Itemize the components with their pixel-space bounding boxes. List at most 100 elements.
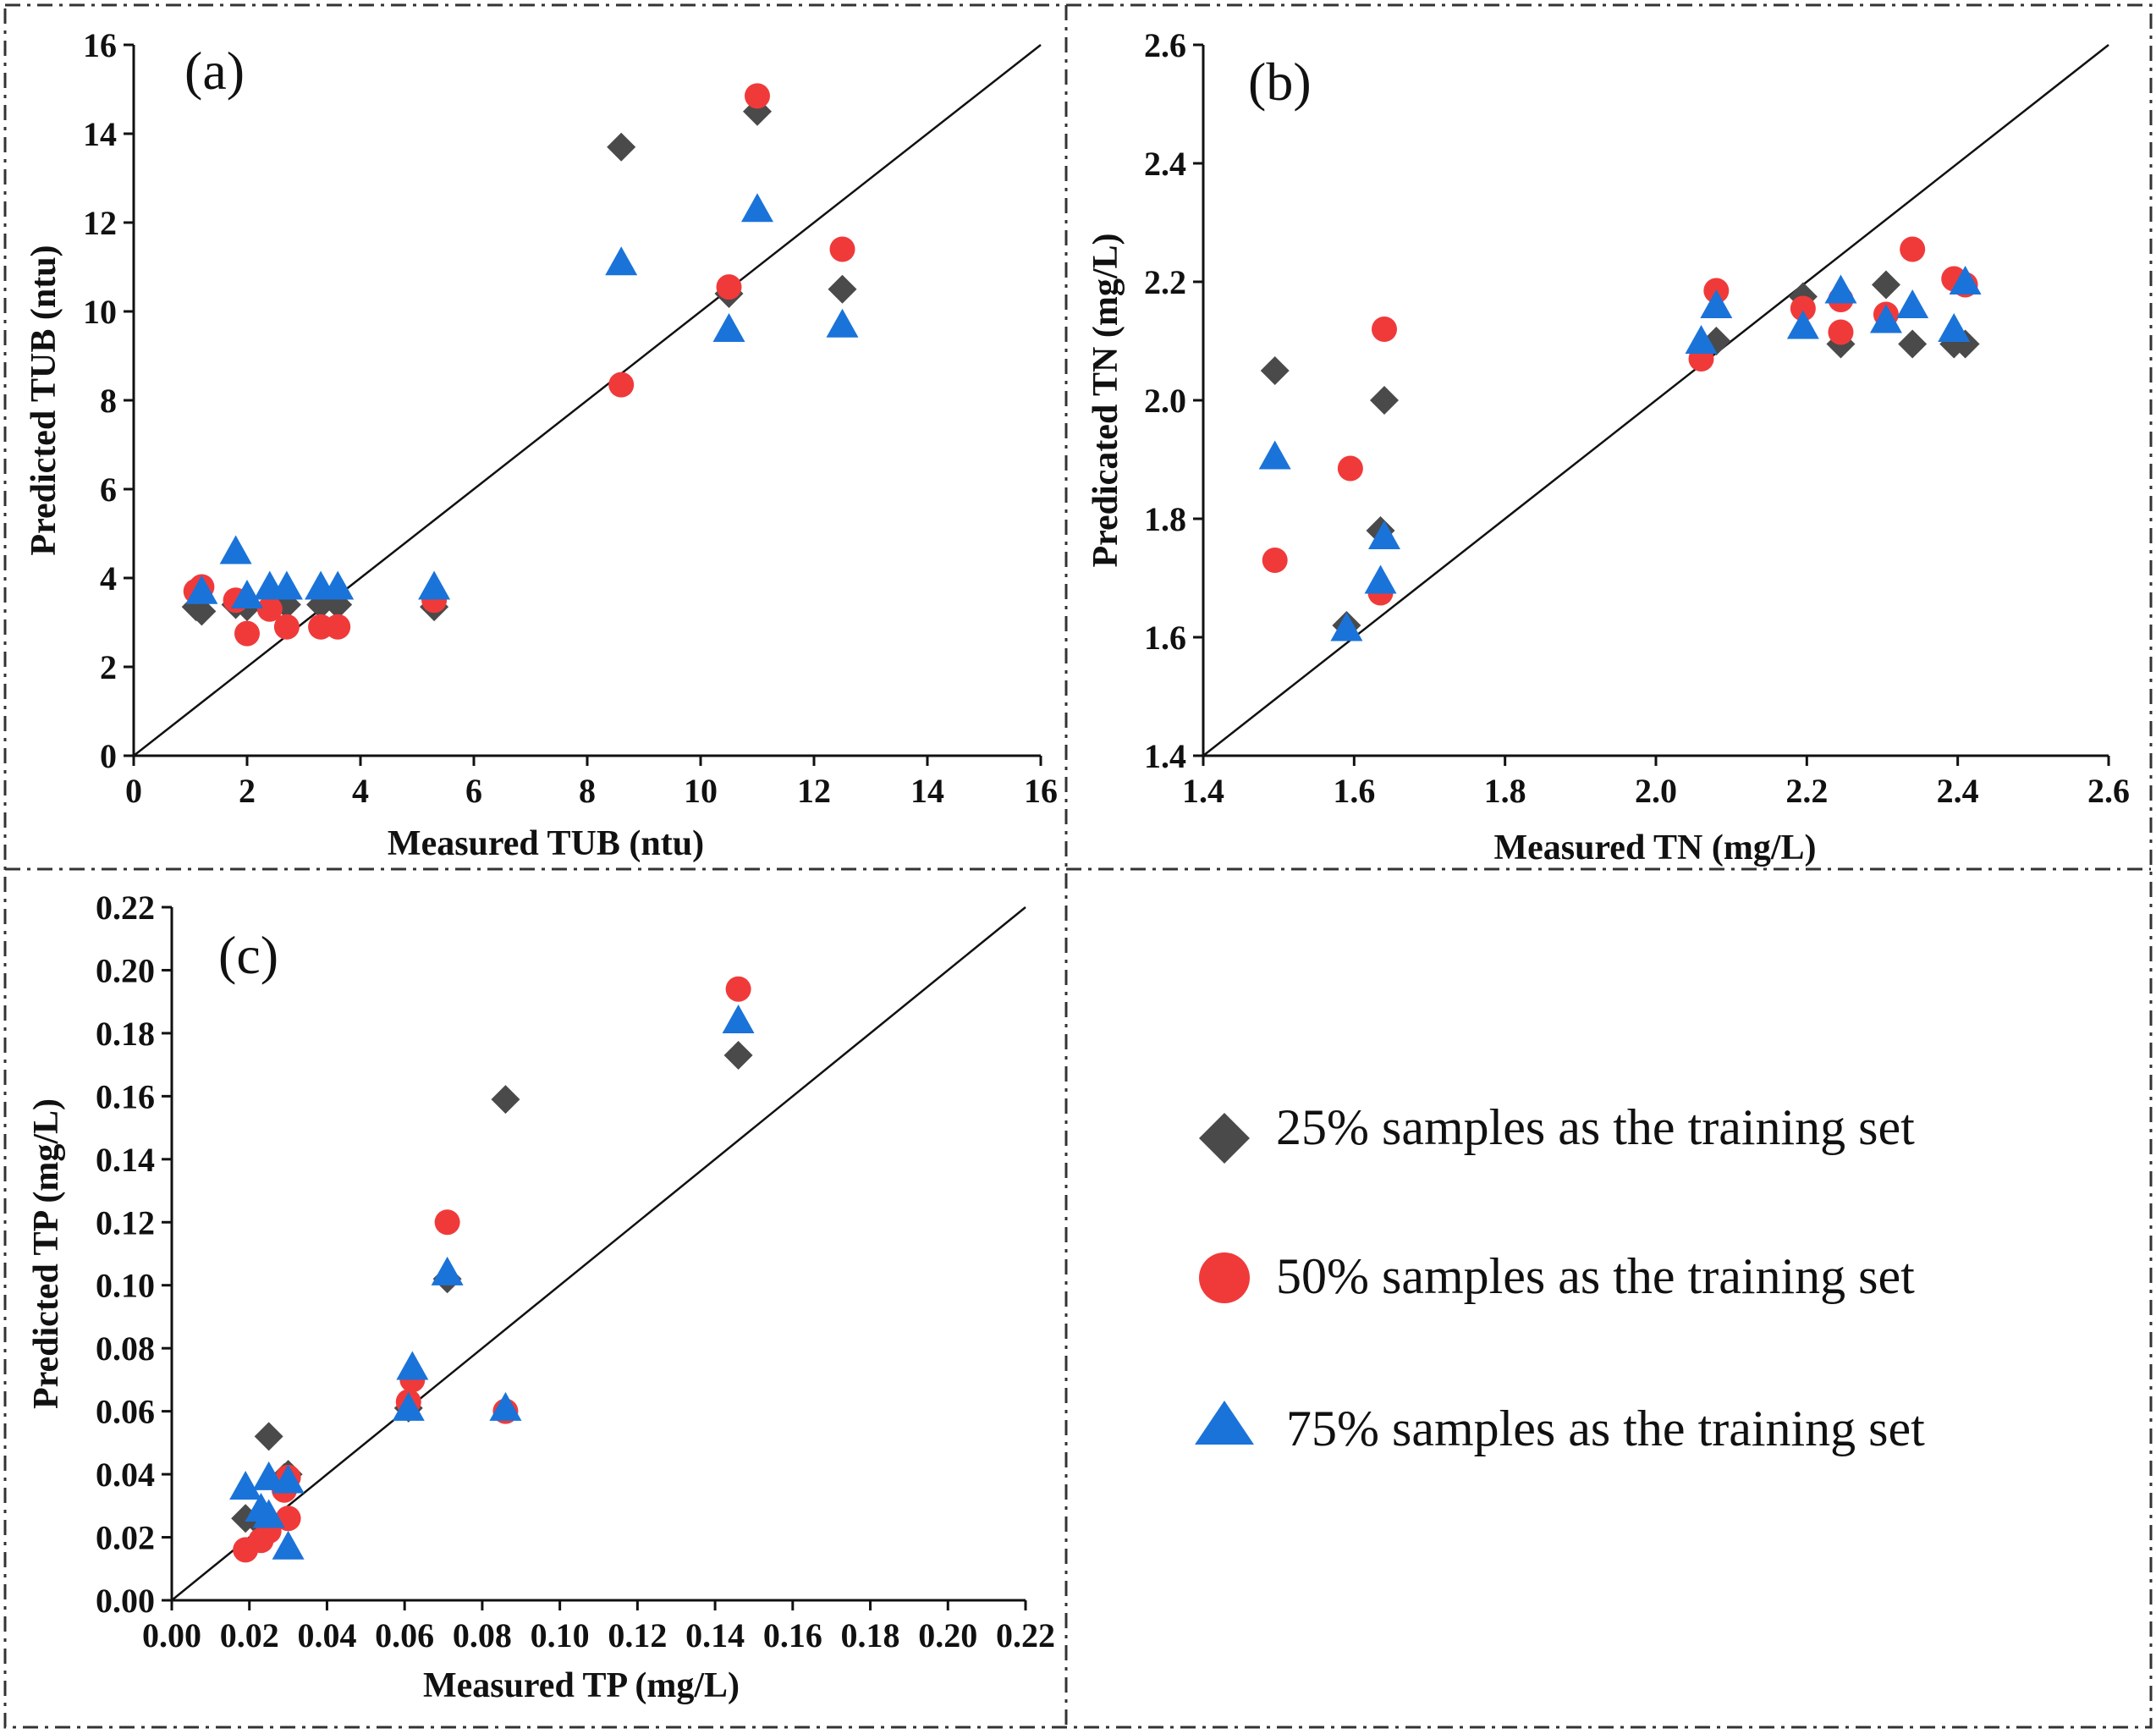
triangle-point xyxy=(712,313,745,342)
x-axis-label: Measured TN (mg/L) xyxy=(1493,828,1816,867)
triangle-point xyxy=(722,1005,755,1034)
triangle-point xyxy=(1330,612,1363,641)
series-diamond xyxy=(181,96,857,626)
x-tick-label: 1.6 xyxy=(1333,772,1375,810)
y-tick-label: 0.22 xyxy=(96,889,155,927)
triangle-point xyxy=(1949,266,1982,295)
triangle-point xyxy=(431,1256,464,1285)
reference-line xyxy=(171,906,1026,1601)
circle-point xyxy=(1828,319,1854,345)
series-diamond xyxy=(1260,270,1980,640)
triangle-point xyxy=(1368,520,1400,549)
y-tick-label: 0.18 xyxy=(96,1015,155,1053)
triangle-point xyxy=(272,1530,305,1560)
triangle-point xyxy=(489,1391,522,1421)
circle-point xyxy=(1372,317,1397,342)
triangle-point xyxy=(1824,274,1857,304)
panel-label: (c) xyxy=(218,925,278,985)
triangle-point xyxy=(396,1351,429,1380)
triangle-point xyxy=(741,193,773,223)
circle-point xyxy=(1900,236,1926,262)
triangle-point xyxy=(1700,289,1733,318)
y-tick-label: 2.6 xyxy=(1144,26,1186,64)
diamond-point xyxy=(1898,329,1928,359)
triangle-point xyxy=(1896,289,1929,318)
panel-frames xyxy=(3,3,2153,1729)
x-tick-label: 0.14 xyxy=(685,1616,745,1654)
diamond-point xyxy=(607,132,636,162)
x-tick-label: 0.22 xyxy=(996,1616,1055,1654)
legend-label-75: 75% samples as the training set xyxy=(1286,1401,1925,1456)
circle-point xyxy=(256,596,283,622)
series-circle xyxy=(233,976,751,1563)
series-triangle xyxy=(229,1005,755,1560)
y-tick-label: 1.4 xyxy=(1144,737,1186,775)
triangle-point xyxy=(1869,304,1902,333)
x-tick-label: 8 xyxy=(579,772,596,810)
panel-a-tub: 0 2 4 6 8 10 12 14 16 0 2 4 6 8 10 12 14 16 Measured TUB (… xyxy=(25,26,1058,863)
y-tick-label: 0.02 xyxy=(96,1519,155,1557)
x-tick-label: 0.04 xyxy=(297,1616,356,1654)
diamond-point xyxy=(491,1085,520,1115)
x-tick-label: 6 xyxy=(465,772,482,810)
reference-line xyxy=(133,44,1042,757)
x-tick-label: 1.4 xyxy=(1182,772,1224,810)
x-tick-label: 2.0 xyxy=(1635,772,1677,810)
triangle-point xyxy=(322,570,355,600)
panel-c-tp: 0.00 0.02 0.04 0.06 0.08 0.10 0.12 0.14 0.16 0.18… xyxy=(27,889,1055,1705)
x-tick-label: 0.02 xyxy=(220,1616,279,1654)
panel-label: (a) xyxy=(184,41,245,101)
triangle-point xyxy=(826,308,859,338)
x-tick-label: 2.6 xyxy=(2087,772,2130,810)
x-tick-label: 16 xyxy=(1024,772,1058,810)
circle-point xyxy=(829,236,855,262)
panel-b-tn: 1.4 1.6 1.8 2.0 2.2 2.4 2.6 1.4 1.6 1.8 2.0 2.2 2.4 2… xyxy=(1086,26,2130,867)
y-tick-label: 2.2 xyxy=(1144,263,1186,301)
legend-triangle-marker xyxy=(1195,1401,1254,1445)
x-tick-label: 0.10 xyxy=(531,1616,590,1654)
y-tick-label: 2 xyxy=(100,648,117,686)
y-axis-label: Predicted TUB (ntu) xyxy=(25,245,63,555)
circle-point xyxy=(234,620,260,647)
triangle-point xyxy=(605,246,638,276)
diamond-point xyxy=(828,274,857,304)
y-tick-label: 1.8 xyxy=(1144,500,1186,538)
y-axis-label: Predicated TN (mg/L) xyxy=(1086,233,1125,567)
diamond-point xyxy=(1871,270,1900,300)
legend-diamond-marker xyxy=(1199,1113,1250,1164)
triangle-point xyxy=(229,1470,262,1500)
legend: 25% samples as the training set 50% samp… xyxy=(1195,1099,1925,1456)
circle-point xyxy=(325,614,351,640)
triangle-point xyxy=(1786,310,1819,339)
y-tick-label: 0.20 xyxy=(96,951,155,989)
y-tick-label: 16 xyxy=(83,26,117,64)
diamond-point xyxy=(1260,356,1290,385)
triangle-point xyxy=(418,570,451,600)
legend-item-50: 50% samples as the training set xyxy=(1199,1248,1915,1304)
reference-line xyxy=(1202,44,2109,757)
legend-item-75: 75% samples as the training set xyxy=(1195,1401,1925,1456)
x-tick-label: 14 xyxy=(910,772,944,810)
triangle-point xyxy=(1685,325,1718,354)
diamond-point xyxy=(1370,386,1399,415)
diamond-point xyxy=(187,597,217,626)
circle-point xyxy=(725,976,751,1002)
triangle-point xyxy=(1938,313,1971,342)
triangle-point xyxy=(252,1461,285,1490)
triangle-point xyxy=(270,570,303,600)
triangle-point xyxy=(185,575,218,604)
y-tick-label: 0.10 xyxy=(96,1267,155,1305)
y-tick-label: 0 xyxy=(100,737,117,775)
diamond-point xyxy=(723,1040,753,1070)
legend-item-25: 25% samples as the training set xyxy=(1199,1099,1915,1164)
y-tick-label: 0.00 xyxy=(96,1582,155,1620)
y-tick-label: 0.12 xyxy=(96,1203,155,1241)
series-triangle xyxy=(185,193,859,608)
x-tick-label: 2.2 xyxy=(1785,772,1828,810)
diamond-point xyxy=(254,1422,283,1451)
series-circle xyxy=(1262,236,1978,606)
legend-label-50: 50% samples as the training set xyxy=(1276,1248,1915,1304)
x-tick-label: 0.18 xyxy=(841,1616,900,1654)
y-tick-label: 14 xyxy=(83,115,117,153)
